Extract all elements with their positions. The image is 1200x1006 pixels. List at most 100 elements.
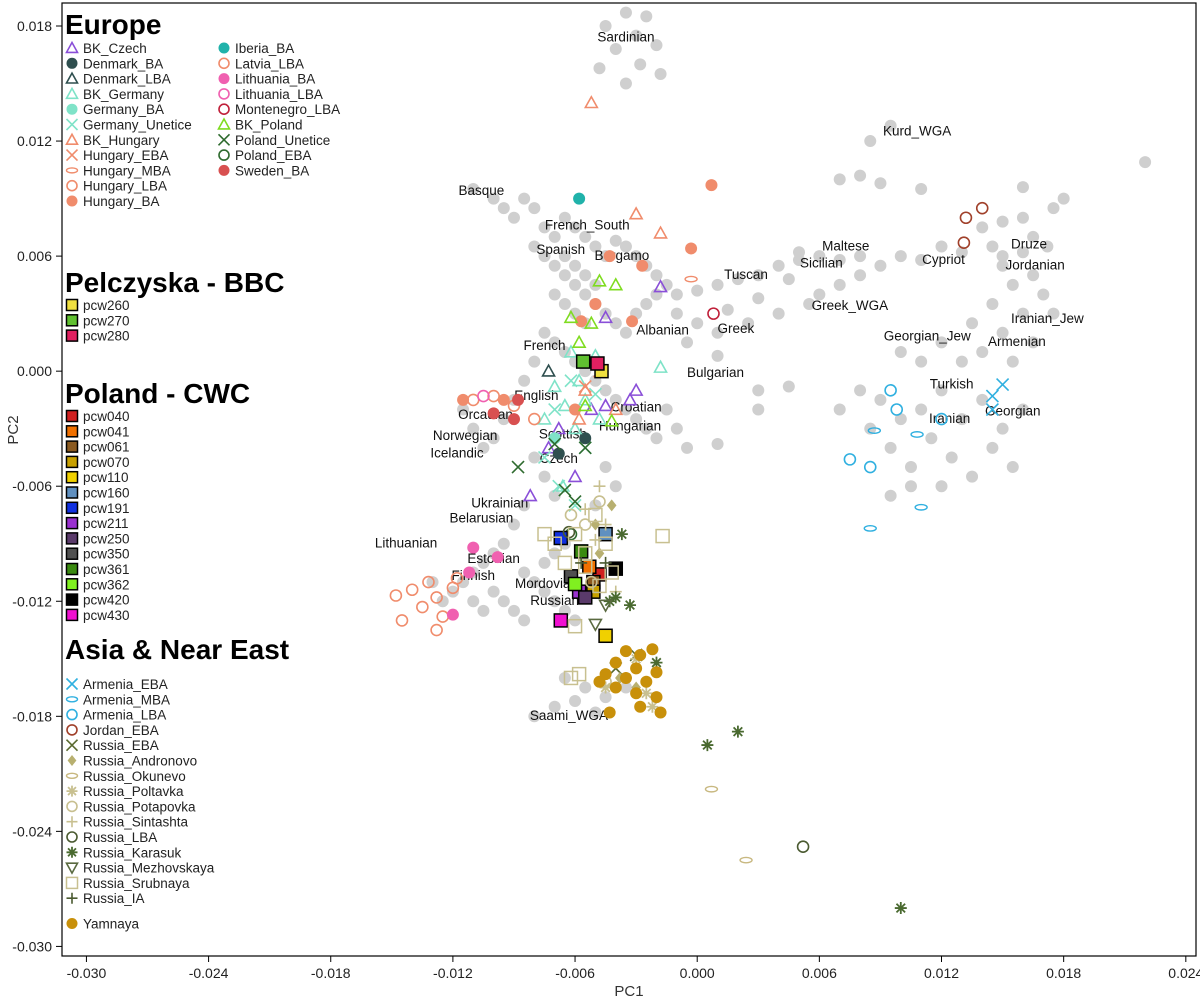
data-point [497,393,510,406]
data-point [389,589,403,602]
data-point [704,785,719,793]
y-tick-label: -0.018 [12,708,52,724]
reference-point [833,253,846,266]
x-tick-label: 0.024 [1168,965,1200,981]
data-point [914,503,928,511]
reference-point [1006,278,1019,291]
reference-point [874,177,887,190]
population-labels-layer: Sardinian Kurd_WGA Basque French_South Spani… [375,29,1084,723]
reference-point [650,432,663,445]
data-point [985,402,999,417]
legend-marker [65,425,79,438]
legend-marker [65,862,79,875]
reference-point [925,432,938,445]
population-label: Tuscan [724,267,768,282]
reference-point [518,499,531,512]
reference-point [894,250,907,263]
reference-point [650,269,663,282]
population-label: Kurd_WGA [883,123,951,138]
legend-label: pcw270 [83,313,130,328]
legend-label: Iberia_BA [235,41,294,56]
legend-item: Russia_IA [66,891,145,906]
legend-label: BK_Hungary [83,133,160,148]
population-label: Druze [1011,236,1047,251]
reference-point [609,234,622,247]
data-point [608,401,624,416]
series-germany-ba [548,432,561,445]
data-point [650,691,663,704]
reference-point [884,119,897,132]
legend-marker [65,40,79,54]
legend-item: Russia_Poltavka [66,784,184,799]
data-point [598,599,613,613]
series-sweden-ba [487,393,525,426]
data-point [564,508,578,522]
reference-point [915,253,928,266]
data-point [685,242,698,255]
series-yamnaya [593,643,667,719]
reference-point [935,336,948,349]
data-point [598,536,613,551]
data-point [547,378,563,393]
reference-point [935,384,948,397]
data-point [522,488,538,502]
legend-item: Poland_Unetice [217,133,330,148]
data-point [650,656,663,669]
reference-point [670,307,683,320]
reference-point [609,393,622,406]
legend-label: Armenia_EBA [83,677,168,692]
reference-point [1047,202,1060,215]
reference-point [548,288,561,301]
series-pcw280 [590,356,605,371]
population-label: Iranian [929,411,970,426]
data-point [575,315,588,328]
reference-point [548,259,561,272]
reference-point [467,595,480,608]
legend-label: pcw191 [83,501,130,516]
legend-marker [218,149,230,161]
data-point [603,595,616,608]
legend-label: pcw420 [83,593,130,608]
reference-point [966,470,979,483]
legend-item: Russia_Srubnaya [65,876,190,891]
data-point [843,453,857,466]
reference-point [996,250,1009,263]
legend-label: Russia_Sintashta [83,815,189,830]
legend-item: Armenia_EBA [65,677,168,692]
reference-point [803,298,816,311]
reference-point [792,246,805,259]
legend-item: Iberia_BA [218,41,294,56]
reference-point [558,250,571,263]
data-point [571,666,587,682]
reference-point [569,278,582,291]
data-point [547,536,562,551]
data-point [598,309,613,324]
legend-label: Hungary_MBA [83,163,171,178]
population-label: Orcadian [458,407,513,422]
population-label: Belarusian [449,511,513,526]
data-point [996,378,1010,392]
legend-label: Sweden_BA [235,163,309,178]
legend-marker [65,455,79,469]
data-point [567,468,583,483]
reference-point [599,461,612,474]
series-pcw110 [598,628,613,644]
series-layer [389,95,1010,915]
data-point [608,277,624,291]
series-russia-mezhovskaya [588,599,613,632]
reference-point [711,438,724,451]
y-tick-label: 0.000 [17,363,52,379]
y-tick-label: -0.006 [12,478,52,494]
legend-item: BK_Czech [65,40,147,56]
data-point [577,398,593,412]
series-iberia-ba [573,192,586,205]
reference-point [634,58,647,71]
legend-item: Russia_Karasuk [66,845,182,860]
reference-point [1047,307,1060,320]
reference-point [426,576,439,589]
series-montenegro-lba [707,307,720,320]
legend: EuropeBK_CzechDenmark_BADenmark_LBABK_Ge… [65,9,340,932]
legend-item: Russia_EBA [65,738,159,753]
data-point [558,483,572,497]
